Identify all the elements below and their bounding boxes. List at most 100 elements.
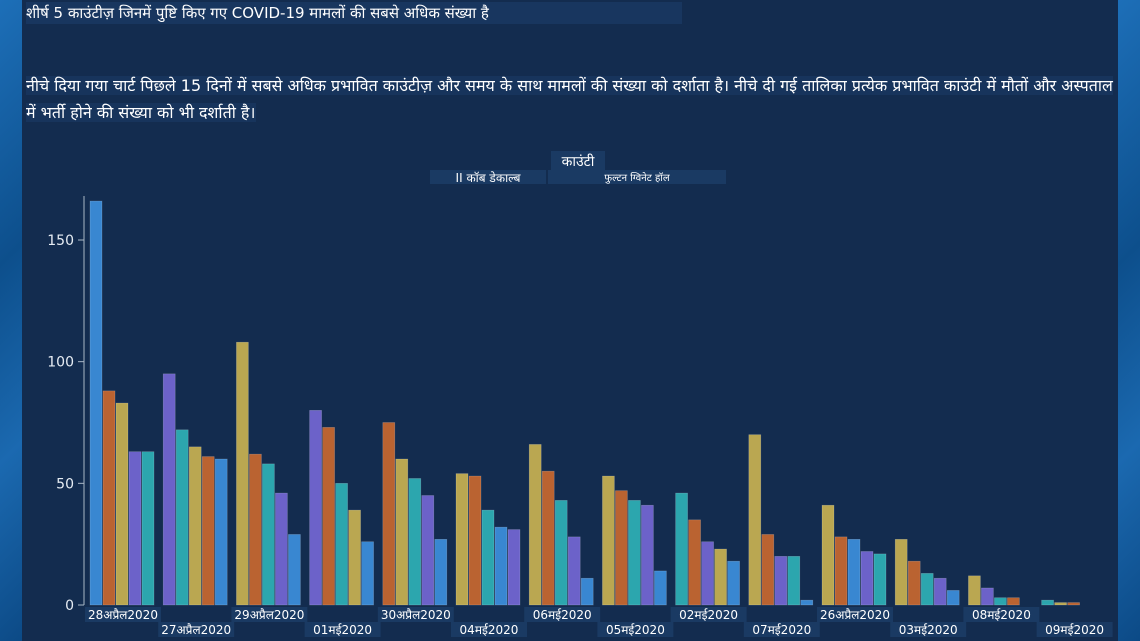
bar <box>236 341 249 606</box>
x-tick-label: 08मई2020 <box>972 608 1031 622</box>
x-label-box <box>963 607 1040 622</box>
x-tick-label: 29अप्रैल2020 <box>234 608 304 622</box>
bar <box>188 446 202 606</box>
bar <box>688 519 701 606</box>
x-label-box <box>451 622 527 637</box>
x-tick-label: 04मई2020 <box>460 623 519 637</box>
bar <box>615 490 628 606</box>
x-tick-label: 27अप्रैल2020 <box>161 623 231 637</box>
x-label-box <box>377 607 454 622</box>
x-tick-label: 01मई2020 <box>313 623 372 637</box>
bar <box>115 402 129 606</box>
chart-description: नीचे दिया गया चार्ट पिछले 15 दिनों में स… <box>26 72 1116 126</box>
bar <box>434 538 448 606</box>
bar <box>847 538 861 606</box>
legend-item-left[interactable]: II कॉब डेकाल्ब <box>456 171 522 185</box>
bar <box>580 577 594 606</box>
bar <box>201 456 215 606</box>
bar <box>1041 599 1054 606</box>
bar <box>541 470 555 606</box>
bar <box>214 458 228 606</box>
x-label-box <box>304 622 381 637</box>
x-tick-label: 03मई2020 <box>899 623 958 637</box>
bar <box>701 541 714 606</box>
bar <box>361 541 374 606</box>
y-tick-label: 100 <box>47 355 74 371</box>
bar <box>554 500 568 606</box>
x-tick-label: 07मई2020 <box>752 623 811 637</box>
page-title: शीर्ष 5 काउंटीज़ जिनमें पुष्टि किए गए CO… <box>26 2 682 24</box>
bar <box>128 451 142 606</box>
x-tick-label: 06मई2020 <box>533 608 592 622</box>
x-label-box <box>85 607 161 622</box>
legend-left-box <box>430 170 546 184</box>
bar <box>175 429 189 606</box>
legend-title-box <box>551 151 605 171</box>
legend-title: काउंटी <box>562 153 595 170</box>
bar <box>262 463 275 606</box>
bar <box>774 556 788 606</box>
bar <box>455 473 469 606</box>
bar <box>787 556 801 606</box>
bar <box>860 551 874 606</box>
bar <box>933 577 947 606</box>
x-tick-label: 28अप्रैल2020 <box>88 608 158 622</box>
x-tick-label: 26अप्रैल2020 <box>820 608 890 622</box>
bar <box>748 434 762 606</box>
bar <box>761 534 775 606</box>
bar <box>821 504 835 606</box>
y-tick-label: 0 <box>65 598 74 614</box>
x-label-box <box>597 622 674 637</box>
bar <box>494 526 508 606</box>
bar <box>528 444 542 606</box>
x-tick-label: 09मई2020 <box>1045 623 1104 637</box>
x-label-box <box>158 622 235 637</box>
bar <box>907 560 921 606</box>
legend-item-right[interactable]: फुल्टन ग्विनेट हॉल <box>604 172 669 184</box>
bar <box>162 373 176 606</box>
y-tick-label: 150 <box>47 233 74 249</box>
bar <box>421 495 435 606</box>
bar <box>675 492 688 606</box>
bar <box>408 478 422 606</box>
bar <box>981 587 994 606</box>
bar <box>873 553 887 606</box>
bar <box>468 475 482 606</box>
x-label-box <box>817 607 893 622</box>
bar <box>567 536 581 606</box>
bar <box>602 475 615 606</box>
bar <box>1007 597 1020 606</box>
right-edge-decoration <box>1118 0 1140 641</box>
x-tick-label: 05मई2020 <box>606 623 665 637</box>
x-tick-label: 02मई2020 <box>679 608 738 622</box>
bars <box>89 200 1080 606</box>
bar <box>727 560 740 606</box>
legend: काउंटी II कॉब डेकाल्ब फुल्टन ग्विनेट हॉल <box>430 151 726 185</box>
bar <box>946 590 960 606</box>
bar <box>714 548 727 606</box>
bar <box>335 483 348 606</box>
x-label-box <box>890 622 967 637</box>
y-axis: 0 50 100 150 <box>47 233 84 614</box>
x-tick-label: 30अप्रैल2020 <box>381 608 451 622</box>
bar <box>834 536 848 606</box>
bar <box>382 422 396 606</box>
bar <box>102 390 116 606</box>
bar <box>507 529 521 606</box>
bar <box>89 200 103 606</box>
legend-right-box <box>548 170 726 184</box>
bar <box>1067 602 1080 606</box>
bar <box>481 509 495 606</box>
bar <box>249 453 262 606</box>
bar <box>641 504 654 606</box>
x-label-box <box>743 622 820 637</box>
bar <box>288 534 301 606</box>
bar <box>654 570 667 606</box>
bar <box>309 410 322 606</box>
bar <box>322 427 335 606</box>
bar <box>275 492 288 606</box>
bar <box>894 538 908 606</box>
bar <box>800 599 814 606</box>
bar <box>395 458 409 606</box>
